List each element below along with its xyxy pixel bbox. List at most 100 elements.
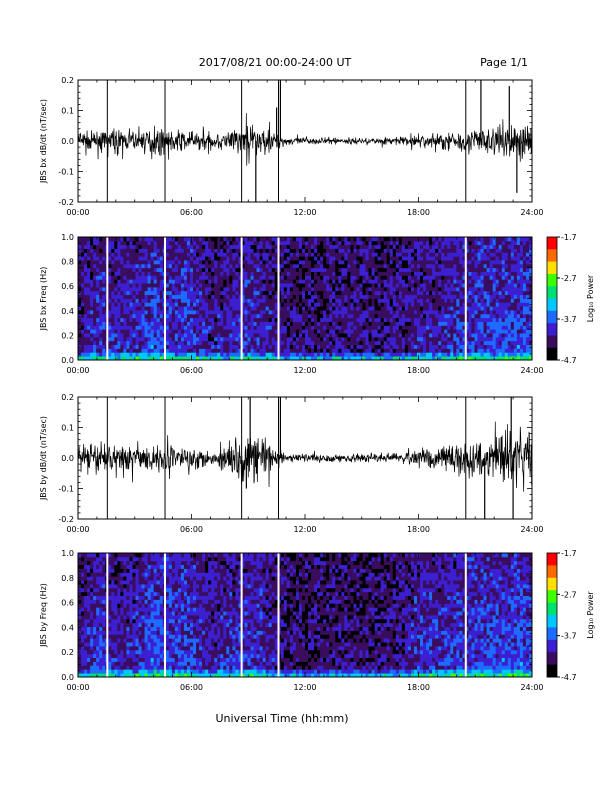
spectrogram-cell (504, 260, 509, 265)
spectrogram-cell (84, 240, 88, 246)
spectrogram-cell (196, 317, 200, 322)
spectrogram-cell (241, 271, 245, 276)
spectrogram-cell (450, 271, 454, 276)
spectrogram-cell (362, 252, 366, 257)
spectrogram-cell (280, 298, 285, 303)
spectrogram-cell (495, 283, 500, 288)
spectrogram-cell (295, 275, 300, 280)
spectrogram-cell (368, 240, 372, 246)
spectrogram-cell (350, 256, 354, 261)
spectrogram-cell (120, 237, 124, 242)
spectrogram-cell (147, 344, 152, 349)
spectrogram-cell (429, 237, 433, 242)
spectrogram-cell (338, 244, 342, 249)
spectrogram-cell (344, 356, 348, 361)
spectrogram-cell (301, 294, 306, 299)
spectrogram-cell (495, 294, 500, 299)
spectrogram-cell (362, 275, 366, 280)
spectrogram-cell (132, 237, 136, 242)
spectrogram-cell (84, 237, 88, 242)
spectrogram-cell (407, 340, 412, 346)
spectrogram-cell (189, 260, 194, 265)
spectrogram-cell (308, 248, 312, 253)
spectrogram-cell (489, 248, 494, 253)
spectrogram-cell (510, 313, 515, 319)
spectrogram-cell (377, 290, 382, 296)
spectrogram-cell (114, 348, 118, 353)
spectrogram-cell (241, 336, 245, 342)
spectrogram-cell (450, 240, 454, 246)
spectrogram-cell (344, 260, 348, 265)
figure-title: 2017/08/21 00:00-24:00 UT (199, 56, 352, 69)
spectrogram-cell (208, 302, 212, 307)
spectrogram-cell (416, 317, 421, 322)
spectrogram-cell (180, 310, 185, 315)
spectrogram-cell (389, 240, 394, 246)
spectrogram-cell (344, 352, 348, 357)
spectrogram-cell (286, 310, 291, 315)
spectrogram-cell (392, 240, 397, 246)
spectrogram-cell (468, 313, 472, 319)
spectrogram-cell (159, 237, 164, 242)
spectrogram-cell (196, 263, 200, 269)
spectrogram-cell (150, 248, 155, 253)
spectrogram-cell (226, 256, 230, 261)
spectrogram-cell (123, 252, 127, 257)
spectrogram-cell (341, 290, 345, 296)
spectrogram-cell (483, 279, 487, 284)
spectrogram-cell (413, 329, 418, 334)
spectrogram-cell (407, 263, 412, 269)
spectrogram-cell (438, 248, 442, 253)
spectrogram-cell (305, 267, 309, 272)
spectrogram-cell (135, 329, 139, 334)
spectrogram-cell (374, 336, 379, 342)
spectrogram-cell (135, 294, 139, 299)
spectrogram-cell (326, 329, 330, 334)
spectrogram-cell (138, 237, 142, 242)
spectrogram-cell (156, 252, 161, 257)
spectrogram-cell (183, 252, 188, 257)
spectrogram-cell (341, 271, 345, 276)
spectrogram-cell (462, 352, 466, 357)
spectrogram-cell (256, 283, 260, 288)
spectrogram-cell (208, 252, 212, 257)
spectrogram-cell (214, 286, 218, 292)
spectrogram-cell (274, 248, 279, 253)
spectrogram-cell (398, 344, 403, 349)
spectrogram-cell (156, 256, 161, 261)
spectrogram-cell (350, 325, 354, 330)
spectrogram-cell (507, 310, 512, 315)
spectrogram-cell (486, 271, 491, 276)
spectrogram-cell (522, 279, 527, 284)
spectrogram-cell (232, 329, 236, 334)
spectrogram-cell (377, 321, 382, 326)
spectrogram-cell (386, 279, 391, 284)
spectrogram-cell (426, 286, 430, 292)
spectrogram-cell (235, 329, 239, 334)
spectrogram-cell (147, 306, 152, 311)
spectrogram-cell (453, 263, 457, 269)
spectrogram-cell (429, 336, 433, 342)
spectrogram-cell (117, 356, 121, 361)
spectrogram-cell (435, 244, 439, 249)
spectrogram-cell (205, 298, 209, 303)
spectrogram-cell (395, 240, 400, 246)
spectrogram-cell (507, 244, 512, 249)
spectrogram-cell (138, 260, 142, 265)
spectrogram-cell (504, 348, 509, 353)
spectrogram-cell (295, 290, 300, 296)
spectrogram-cell (350, 302, 354, 307)
spectrogram-cell (298, 348, 303, 353)
spectrogram-cell (241, 313, 245, 319)
spectrogram-cell (292, 317, 297, 322)
spectrogram-cell (386, 248, 391, 253)
spectrogram-cell (335, 283, 339, 288)
spectrogram-cell (253, 317, 257, 322)
spectrogram-cell (196, 310, 200, 315)
spectrogram-cell (326, 317, 330, 322)
spectrogram-cell (177, 279, 182, 284)
spectrogram-cell (468, 283, 472, 288)
spectrogram-cell (78, 298, 82, 303)
spectrogram-cell (153, 344, 158, 349)
spectrogram-cell (410, 317, 415, 322)
